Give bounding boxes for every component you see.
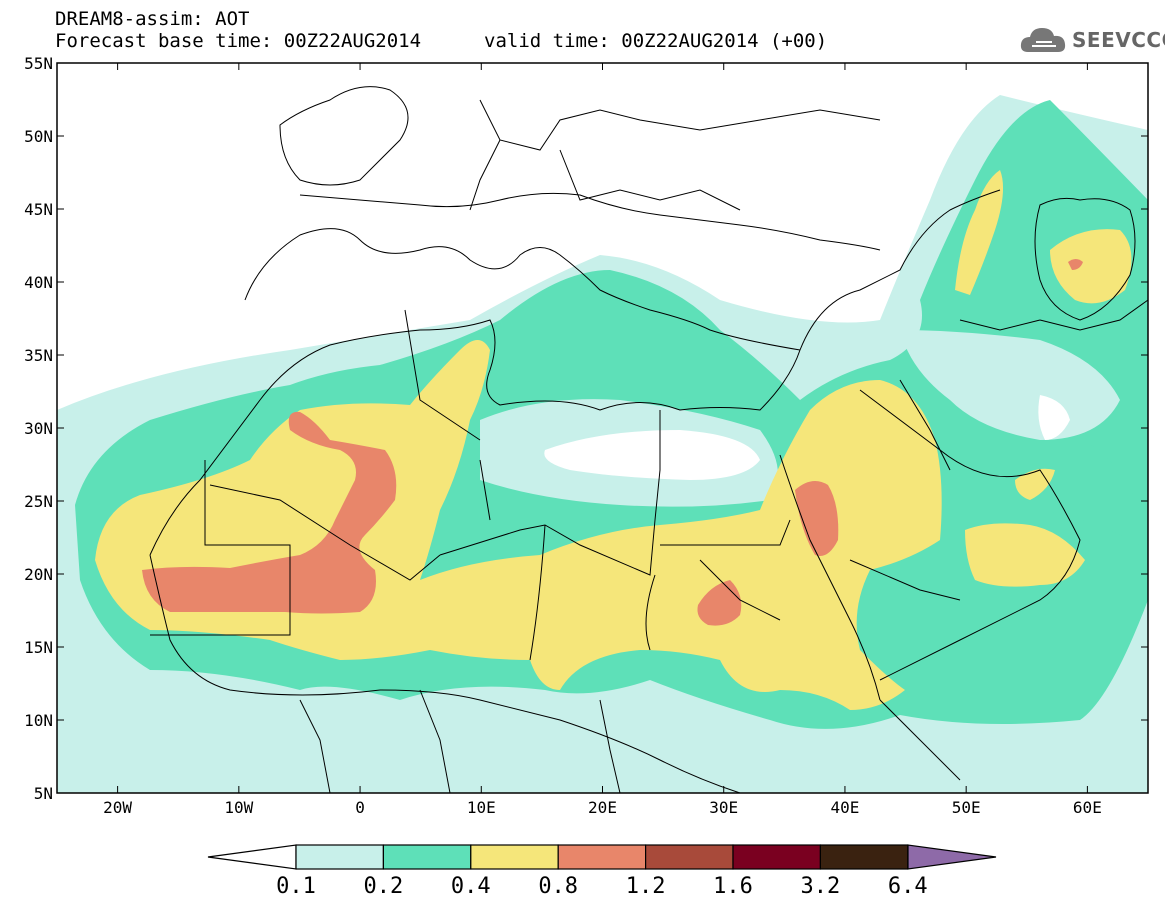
seevccc-logo: SEEVCCC bbox=[1018, 22, 1165, 58]
lon-tick-label: 50E bbox=[952, 798, 981, 817]
aot-level-0-8 bbox=[142, 259, 1083, 626]
lon-tick-label: 20W bbox=[103, 798, 132, 817]
colorbar-label: 0.4 bbox=[451, 874, 491, 899]
forecast-base-time: Forecast base time: 00Z22AUG2014 bbox=[55, 30, 422, 52]
lat-tick-label: 15N bbox=[24, 638, 53, 657]
lon-tick-label: 10W bbox=[224, 798, 253, 817]
valid-time: valid time: 00Z22AUG2014 (+00) bbox=[484, 30, 828, 52]
colorbar-under-arrow bbox=[207, 844, 297, 870]
colorbar: 0.1 0.2 0.4 0.8 1.2 1.6 3.2 6.4 bbox=[207, 844, 997, 899]
lon-tick-label: 40E bbox=[830, 798, 859, 817]
colorbar-label: 3.2 bbox=[801, 874, 841, 899]
lon-tick-label: 30E bbox=[709, 798, 738, 817]
logo-text: SEEVCCC bbox=[1072, 28, 1165, 52]
lon-tick-label: 0 bbox=[355, 798, 365, 817]
lat-tick-label: 30N bbox=[24, 419, 53, 438]
colorbar-label: 1.2 bbox=[626, 874, 666, 899]
lat-tick-label: 20N bbox=[24, 565, 53, 584]
lon-tick-label: 10E bbox=[467, 798, 496, 817]
colorbar-swatch bbox=[295, 844, 385, 870]
colorbar-swatch bbox=[732, 844, 822, 870]
lon-tick-label: 60E bbox=[1073, 798, 1102, 817]
colorbar-swatch bbox=[557, 844, 647, 870]
colorbar-label: 0.8 bbox=[538, 874, 578, 899]
colorbar-over-arrow bbox=[907, 844, 997, 870]
lat-tick-label: 50N bbox=[24, 127, 53, 146]
map-title: DREAM8-assim: AOT bbox=[55, 8, 250, 30]
lon-tick-label: 20E bbox=[588, 798, 617, 817]
aot-clear-area bbox=[544, 395, 1070, 480]
coastlines-and-borders bbox=[149, 86, 1148, 793]
lat-tick-label: 10N bbox=[24, 711, 53, 730]
aot-field bbox=[57, 63, 1148, 793]
colorbar-swatch bbox=[382, 844, 472, 870]
lat-tick-label: 55N bbox=[24, 54, 53, 73]
colorbar-label: 1.6 bbox=[713, 874, 753, 899]
lat-tick-label: 25N bbox=[24, 492, 53, 511]
cloud-icon bbox=[1020, 28, 1066, 52]
longitude-axis: 20W 10W 0 10E 20E 30E 40E 50E 60E bbox=[103, 63, 1102, 817]
lat-tick-label: 40N bbox=[24, 273, 53, 292]
colorbar-swatch bbox=[819, 844, 909, 870]
colorbar-swatch bbox=[470, 844, 559, 870]
colorbar-label: 0.1 bbox=[276, 874, 316, 899]
colorbar-label: 0.2 bbox=[364, 874, 404, 899]
lat-tick-label: 35N bbox=[24, 346, 53, 365]
colorbar-swatch bbox=[644, 844, 734, 870]
lat-tick-label: 45N bbox=[24, 200, 53, 219]
colorbar-label: 6.4 bbox=[888, 874, 928, 899]
latitude-axis: 5N 10N 15N 20N 25N 30N 35N 40N 45N 50N 55N bbox=[24, 54, 1148, 803]
lat-tick-label: 5N bbox=[34, 784, 53, 803]
